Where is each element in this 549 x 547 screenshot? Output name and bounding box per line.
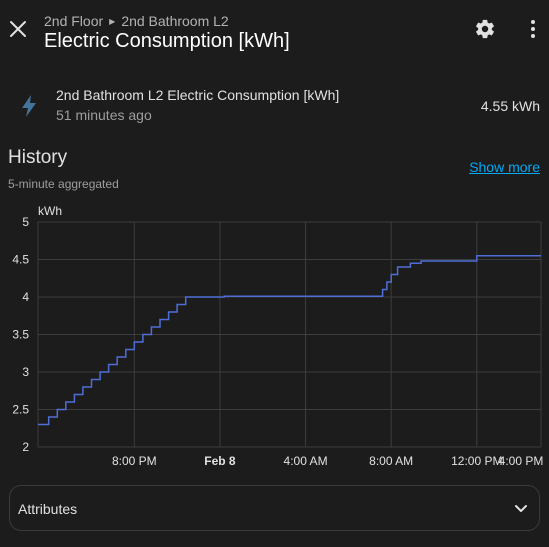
- breadcrumb-area: 2nd Floor: [44, 13, 104, 29]
- more-options-button[interactable]: [520, 16, 546, 42]
- history-chart[interactable]: kWh 2 2.5 3 3.5 4 4.5 5 8:00 PM Feb 8 4:00 AM 8:00 …: [0, 200, 549, 475]
- x-tick-label: 8:00 AM: [369, 454, 413, 468]
- x-tick-label: 12:00 PM: [451, 454, 502, 468]
- gear-icon: [476, 19, 494, 39]
- attributes-label: Attributes: [18, 501, 78, 517]
- history-heading: History: [8, 147, 68, 168]
- x-tick-label: 4:00 AM: [284, 454, 328, 468]
- settings-button[interactable]: [472, 16, 498, 42]
- entity-name: 2nd Bathroom L2 Electric Consumption [kW…: [56, 87, 340, 103]
- history-chart-svg: kWh 2 2.5 3 3.5 4 4.5 5 8:00 PM Feb 8 4:00 AM 8:00 …: [12, 204, 544, 468]
- page-title: Electric Consumption [kWh]: [44, 30, 290, 52]
- close-button[interactable]: [6, 16, 30, 42]
- y-tick-label: 4: [22, 290, 29, 304]
- entity-last-changed: 51 minutes ago: [56, 107, 152, 123]
- close-icon: [10, 21, 26, 37]
- history-subtitle: 5-minute aggregated: [8, 177, 119, 191]
- chevron-down-icon: [515, 505, 527, 512]
- x-tick-label: 4:00 PM: [499, 454, 544, 468]
- entity-state: 4.55 kWh: [480, 98, 540, 114]
- breadcrumb-separator-icon: ▶: [109, 16, 116, 26]
- breadcrumb-device: 2nd Bathroom L2: [121, 13, 229, 29]
- show-more-link[interactable]: Show more: [469, 159, 540, 175]
- x-tick-label: Feb 8: [204, 454, 236, 468]
- more-vertical-icon: [531, 20, 535, 38]
- y-axis-unit-label: kWh: [38, 204, 62, 218]
- series-line: [38, 255, 541, 426]
- attributes-expander[interactable]: Attributes: [9, 485, 540, 531]
- y-tick-label: 2.5: [12, 403, 29, 417]
- dialog-header: 2nd Floor ▶ 2nd Bathroom L2 Electric Con…: [0, 0, 549, 60]
- y-tick-label: 4.5: [12, 253, 29, 267]
- breadcrumb: 2nd Floor ▶ 2nd Bathroom L2: [44, 13, 229, 29]
- entity-row: 2nd Bathroom L2 Electric Consumption [kW…: [0, 80, 549, 130]
- y-tick-label: 2: [22, 440, 29, 454]
- lightning-bolt-icon: [22, 95, 36, 117]
- y-tick-label: 3.5: [12, 328, 29, 342]
- y-tick-label: 3: [22, 365, 29, 379]
- y-tick-label: 5: [22, 215, 29, 229]
- x-tick-label: 8:00 PM: [112, 454, 157, 468]
